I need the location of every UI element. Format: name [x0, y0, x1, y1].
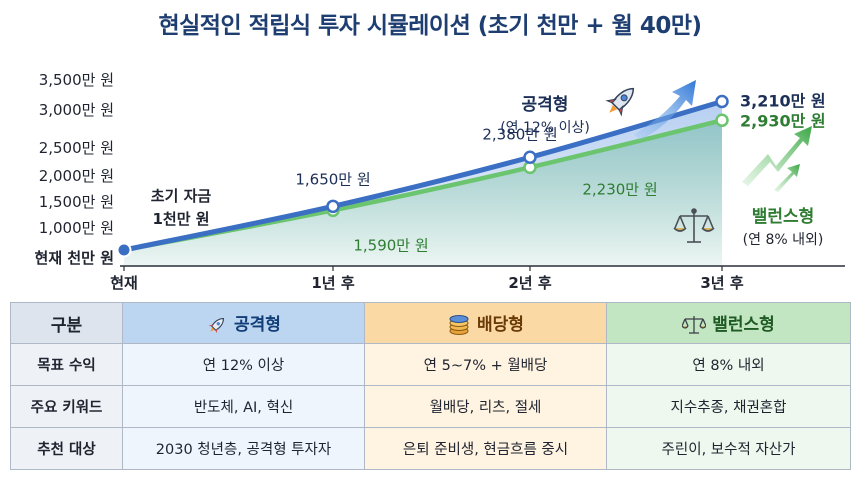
- table-row: 주요 키워드 반도체, AI, 혁신 월배당, 리츠, 절세 지수추종, 채권혼…: [10, 385, 851, 428]
- cell-dividend-keywords: 월배당, 리츠, 절세: [364, 385, 607, 428]
- initial-fund-annotation-line1: 초기 자금: [151, 187, 212, 205]
- row-label-target-return: 목표 수익: [10, 343, 123, 386]
- cell-dividend-target-return: 연 5~7% + 월배당: [364, 343, 607, 386]
- line-chart: 현재 천만 원 1,000만 원 1,500만 원 2,000만 원 2,500만 원 3…: [35, 71, 845, 292]
- series-subtitle-aggressive: (연 12% 이상): [500, 120, 590, 136]
- y-tick-label: 2,000만 원: [39, 167, 114, 185]
- table-row: 추천 대상 2030 청년층, 공격형 투자자 은퇴 준비생, 현금흐름 중시 …: [10, 427, 851, 470]
- series-subtitle-balanced: (연 8% 내외): [743, 232, 824, 248]
- cell-aggressive-keywords: 반도체, AI, 혁신: [122, 385, 365, 428]
- series-area-aggressive: [124, 101, 722, 266]
- data-label-balanced: 2,930만 원: [740, 111, 826, 130]
- growth-arrow-blue-icon: [634, 80, 696, 140]
- growth-arrows-green-icon: [742, 126, 812, 192]
- y-tick-label: 3,500만 원: [39, 71, 114, 89]
- data-label-aggressive: 3,210만 원: [740, 91, 826, 110]
- data-point-aggressive: [523, 150, 537, 165]
- comparison-table: 구분 공격형: [10, 302, 851, 470]
- header-aggressive: 공격형: [122, 302, 365, 344]
- series-name-aggressive: 공격형: [522, 94, 569, 115]
- rocket-icon: [206, 314, 228, 336]
- data-label-aggressive: 2,380만 원: [482, 125, 557, 143]
- header-category-label: 구분: [50, 315, 83, 336]
- scale-icon: [682, 314, 707, 336]
- page-title: 현실적인 적립식 투자 시뮬레이션 (초기 천만 + 월 40만): [158, 13, 702, 39]
- cell-aggressive-target-return: 연 12% 이상: [122, 343, 365, 386]
- header-category: 구분: [10, 302, 123, 344]
- header-dividend-label: 배당형: [477, 315, 524, 335]
- cell-aggressive-target-audience: 2030 청년층, 공격형 투자자: [122, 427, 365, 470]
- y-tick-label: 현재 천만 원: [35, 249, 114, 267]
- row-label-keywords: 주요 키워드: [10, 385, 123, 428]
- balance-scale-icon: [673, 208, 715, 243]
- y-tick-label: 1,500만 원: [39, 193, 114, 211]
- x-tick-label: 3년 후: [700, 274, 743, 292]
- data-point-balanced: [715, 113, 729, 128]
- data-point-aggressive: [715, 94, 729, 109]
- cell-balanced-keywords: 지수추종, 채권혼합: [606, 385, 851, 428]
- y-tick-label: 2,500만 원: [39, 139, 114, 157]
- data-label-balanced: 1,590만 원: [353, 236, 428, 254]
- series-name-balanced: 밸런스형: [752, 206, 815, 227]
- header-dividend: 배당형: [364, 302, 607, 344]
- cell-dividend-target-audience: 은퇴 준비생, 현금흐름 중시: [364, 427, 607, 470]
- data-label-balanced: 2,230만 원: [582, 180, 657, 198]
- header-balanced: 밸런스형: [606, 302, 851, 344]
- initial-fund-annotation-line2: 1천만 원: [152, 210, 209, 228]
- data-label-aggressive: 1,650만 원: [295, 170, 370, 188]
- x-tick-label: 1년 후: [311, 274, 354, 292]
- rocket-icon: [605, 87, 635, 117]
- x-tick-label: 2년 후: [508, 274, 551, 292]
- header-aggressive-label: 공격형: [234, 315, 281, 335]
- y-tick-label: 3,000만 원: [39, 101, 114, 119]
- row-label-target-audience: 추천 대상: [10, 427, 123, 470]
- cell-balanced-target-return: 연 8% 내외: [606, 343, 851, 386]
- data-point-start: [116, 242, 132, 258]
- y-tick-label: 1,000만 원: [39, 219, 114, 237]
- cell-balanced-target-audience: 주린이, 보수적 자산가: [606, 427, 851, 470]
- header-balanced-label: 밸런스형: [712, 315, 775, 335]
- x-tick-label: 현재: [110, 274, 138, 292]
- table-header-row: 구분 공격형: [10, 302, 851, 344]
- data-point-aggressive: [326, 199, 340, 214]
- coins-icon: [447, 314, 471, 336]
- table-row: 목표 수익 연 12% 이상 연 5~7% + 월배당 연 8% 내외: [10, 343, 851, 386]
- series-line-aggressive: [121, 98, 725, 253]
